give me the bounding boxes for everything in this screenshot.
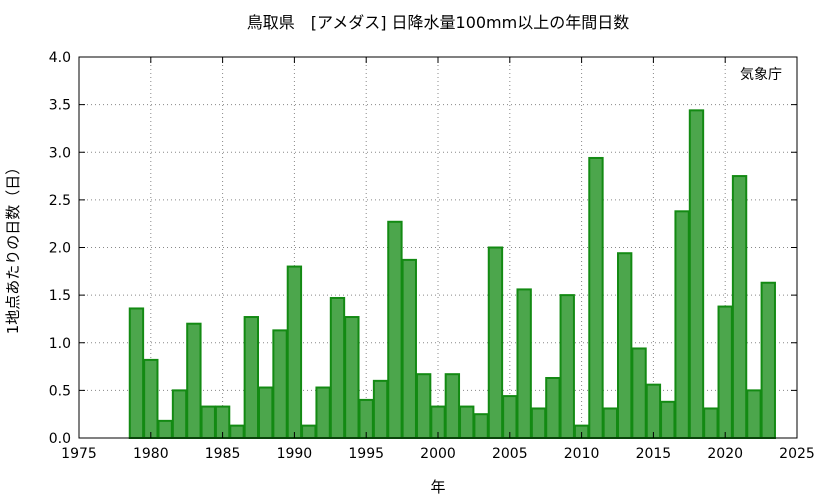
bar-1989 <box>272 329 288 439</box>
bar-2002 <box>459 405 475 440</box>
source-label: 気象庁 <box>740 67 782 83</box>
bar-2009 <box>559 294 575 439</box>
x-tick-label: 2020 <box>707 446 743 462</box>
y-tick-label: 0.5 <box>49 383 71 399</box>
y-tick-label: 3.5 <box>49 98 71 114</box>
bar-1986 <box>229 424 245 439</box>
bar-1984 <box>200 405 216 440</box>
bar-2003 <box>473 413 489 439</box>
bar-2006 <box>516 288 532 439</box>
bar-1993 <box>329 296 346 440</box>
bar-1987 <box>243 316 259 439</box>
bar-2021 <box>731 175 748 439</box>
y-tick-label: 2.5 <box>49 193 71 209</box>
ticks-layer: 0.0 0.5 1.0 1.5 2.0 2.5 3.0 3.5 4.0 1975 1980 1985 1… <box>49 50 815 462</box>
y-tick-label: 1.5 <box>49 288 71 304</box>
bar-1983 <box>186 322 202 440</box>
bar-1994 <box>344 316 360 439</box>
bar-2012 <box>602 407 619 440</box>
x-tick-label: 2000 <box>420 446 456 462</box>
x-tick-label: 2005 <box>492 446 528 462</box>
bar-1991 <box>301 424 317 439</box>
y-tick-label: 2.0 <box>49 241 71 257</box>
x-tick-label: 1980 <box>133 446 169 462</box>
bar-1998 <box>401 258 417 439</box>
y-tick-label: 1.0 <box>49 336 71 352</box>
bar-1992 <box>315 386 331 439</box>
bar-1996 <box>372 379 389 440</box>
x-tick-label: 1975 <box>61 446 97 462</box>
bar-2001 <box>444 373 461 439</box>
y-tick-label: 3.0 <box>49 145 71 161</box>
bar-2016 <box>660 400 676 439</box>
bar-1999 <box>415 373 432 439</box>
bar-2014 <box>631 347 647 439</box>
bar-2018 <box>688 109 705 439</box>
y-axis-label: 1地点あたりの日数（日） <box>4 160 22 335</box>
bar-2015 <box>645 383 662 440</box>
bar-2020 <box>717 305 733 439</box>
x-axis-label: 年 <box>430 478 445 496</box>
x-tick-label: 1990 <box>277 446 313 462</box>
bar-2011 <box>588 156 604 439</box>
bar-2017 <box>674 210 690 439</box>
bar-2007 <box>530 407 547 440</box>
bar-2008 <box>545 376 561 439</box>
bar-1988 <box>258 386 274 439</box>
bar-2019 <box>703 407 719 440</box>
x-tick-label: 2010 <box>564 446 600 462</box>
bar-1980 <box>143 358 159 439</box>
x-tick-label: 2015 <box>636 446 672 462</box>
bar-2005 <box>502 395 518 439</box>
bar-2004 <box>487 246 504 439</box>
y-tick-label: 0.0 <box>49 431 71 447</box>
bar-1997 <box>387 220 403 439</box>
x-tick-label: 1995 <box>348 446 384 462</box>
bar-1982 <box>171 389 188 439</box>
bar-2013 <box>617 252 633 439</box>
bar-2023 <box>760 281 776 439</box>
x-tick-label: 1985 <box>205 446 241 462</box>
chart-title: 鳥取県 [アメダス] 日降水量100mm以上の年間日数 <box>247 13 629 32</box>
bar-2022 <box>746 389 762 439</box>
bar-1990 <box>286 265 303 439</box>
y-tick-label: 4.0 <box>49 50 71 66</box>
bars-layer <box>128 109 776 440</box>
bar-1981 <box>157 419 173 440</box>
bar-1979 <box>128 307 145 439</box>
x-tick-label: 2025 <box>779 446 815 462</box>
